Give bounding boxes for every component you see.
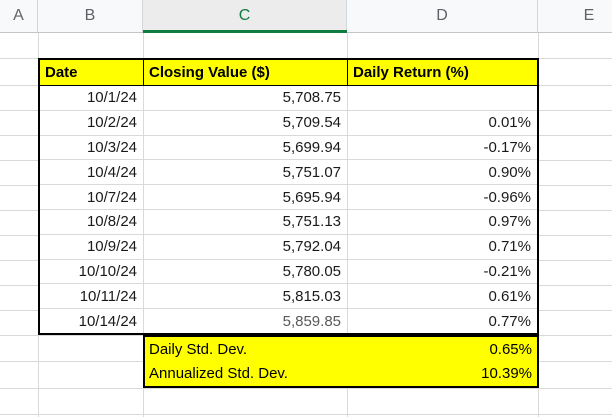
date-cell[interactable]: 10/11/24 [40,284,144,309]
close-cell[interactable]: 5,859.85 [144,309,348,333]
return-cell[interactable] [348,86,537,110]
date-cell[interactable]: 10/2/24 [40,110,144,135]
date-cell[interactable]: 10/8/24 [40,209,144,234]
stat-row: Daily Std. Dev. 0.65% [145,337,537,362]
return-cell[interactable]: 0.01% [488,114,531,132]
close-cell[interactable]: 5,792.04 [144,234,348,259]
close-cell[interactable]: 5,815.03 [144,284,348,309]
return-cell[interactable]: -0.96% [483,188,531,206]
date-cell[interactable]: 10/10/24 [40,259,144,284]
column-header-c[interactable]: C [143,0,347,32]
column-header-a[interactable]: A [0,0,38,32]
return-cell[interactable]: 0.77% [488,312,531,330]
return-cell[interactable]: 0.71% [488,238,531,256]
column-header-d[interactable]: D [347,0,538,32]
return-cell[interactable]: -0.17% [483,138,531,156]
table-row: 10/10/24 5,780.05 -0.21% [40,259,537,285]
table-row: 10/14/24 5,859.85 0.77% [40,309,537,333]
close-cell[interactable]: 5,751.07 [144,160,348,185]
date-cell[interactable]: 10/7/24 [40,185,144,209]
selected-column-indicator [143,30,347,33]
std-dev-block: Daily Std. Dev. 0.65% Annualized Std. De… [143,335,539,388]
gridline [0,388,612,389]
date-cell[interactable]: 10/14/24 [40,309,144,333]
header-cell-date[interactable]: Date [40,60,144,85]
stat-value-cell[interactable]: 0.65% [489,340,532,358]
return-cell[interactable]: 0.97% [488,213,531,231]
close-cell[interactable]: 5,708.75 [144,86,348,110]
close-cell[interactable]: 5,695.94 [144,185,348,209]
column-header-e[interactable]: E [583,7,595,24]
column-header-row: A B C D E [0,0,612,33]
table-row: 10/9/24 5,792.04 0.71% [40,234,537,260]
table-row: 10/1/24 5,708.75 [40,86,537,111]
table-row: 10/7/24 5,695.94 -0.96% [40,185,537,210]
stat-label-cell[interactable]: Annualized Std. Dev. [149,365,288,383]
table-header-row: Date Closing Value ($) Daily Return (%) [40,60,537,86]
return-cell[interactable]: -0.21% [483,262,531,280]
header-cell-daily-return[interactable]: Daily Return (%) [353,64,469,81]
return-cell[interactable]: 0.61% [488,287,531,305]
stat-value-cell[interactable]: 10.39% [481,365,532,383]
close-cell[interactable]: 5,699.94 [144,135,348,160]
date-cell[interactable]: 10/4/24 [40,160,144,185]
stat-row: Annualized Std. Dev. 10.39% [145,362,537,387]
date-cell[interactable]: 10/9/24 [40,234,144,259]
table-row: 10/8/24 5,751.13 0.97% [40,209,537,235]
close-cell[interactable]: 5,751.13 [144,209,348,234]
table-row: 10/3/24 5,699.94 -0.17% [40,135,537,161]
return-cell[interactable]: 0.90% [488,163,531,181]
table-row: 10/11/24 5,815.03 0.61% [40,284,537,310]
price-table: Date Closing Value ($) Daily Return (%) … [38,58,539,335]
gridline [0,414,612,415]
table-row: 10/2/24 5,709.54 0.01% [40,110,537,136]
date-cell[interactable]: 10/1/24 [40,86,144,110]
date-cell[interactable]: 10/3/24 [40,135,144,160]
stat-label-cell[interactable]: Daily Std. Dev. [149,340,248,358]
table-row: 10/4/24 5,751.07 0.90% [40,160,537,186]
close-cell[interactable]: 5,709.54 [144,110,348,135]
column-header-b[interactable]: B [38,0,143,32]
header-cell-closing-value[interactable]: Closing Value ($) [144,60,348,85]
close-cell[interactable]: 5,780.05 [144,259,348,284]
